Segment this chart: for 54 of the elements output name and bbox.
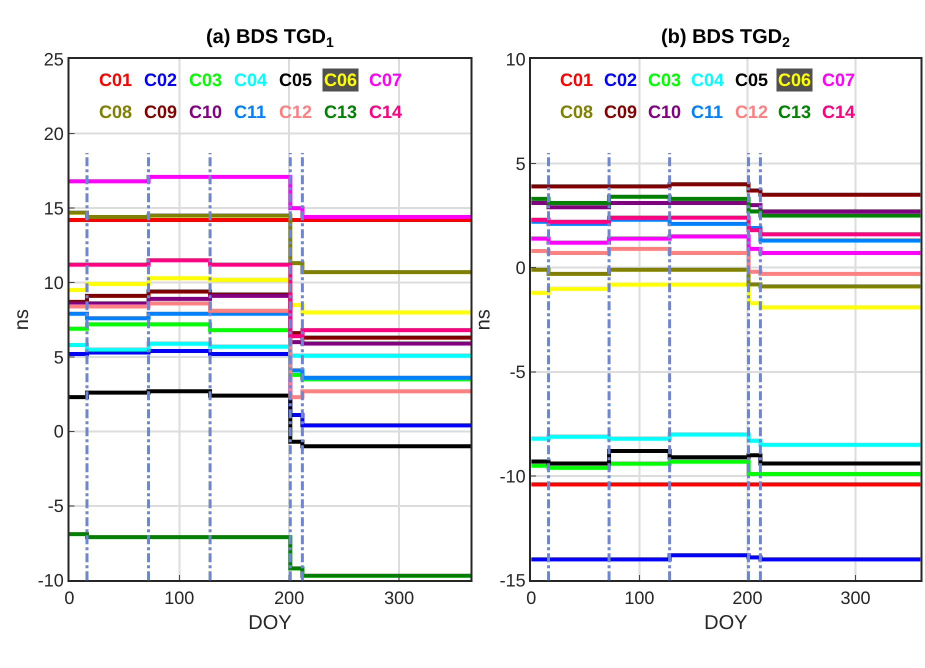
y-tick-label: 20 [44,124,64,144]
chart-title: (a) BDS TGD$_{1}$ [206,26,334,50]
text: C02 [144,70,178,90]
y-tick-label: 10 [44,272,64,293]
text: C09 [604,102,638,122]
x-tick-label: 300 [384,588,414,608]
text: C07 [369,70,402,90]
text: C13 [324,102,358,122]
y-tick-label: -15 [500,570,526,591]
text: C14 [369,102,402,122]
y-tick-label: 10 [506,50,526,70]
y-tick-label: -5 [510,362,526,382]
text: C14 [822,102,856,122]
text: C10 [189,102,222,122]
y-tick-label: 15 [44,198,64,218]
text: C04 [234,70,268,90]
y-tick-label: 0 [54,422,64,442]
y-axis-title: ns [472,309,495,330]
y-tick-label: 5 [516,154,526,174]
text: C08 [99,102,132,122]
text: C06 [778,70,812,90]
x-tick-label: 100 [164,588,194,608]
text: C02 [604,70,638,90]
text: C11 [234,102,266,122]
text: C01 [99,70,132,90]
x-tick-label: 200 [274,588,304,608]
y-tick-label: -10 [38,570,64,591]
y-tick-label: -5 [48,496,64,516]
y-tick-label: 25 [44,50,64,70]
x-tick-label: 100 [624,588,654,608]
y-axis-title: ns [10,309,33,330]
text: C03 [189,70,222,90]
chart-title: (b) BDS TGD$_{2}$ [661,26,790,50]
text: C09 [144,102,178,122]
text: C11 [691,102,724,122]
text: C13 [778,102,812,122]
y-tick-label: 0 [516,258,526,278]
text: C05 [735,70,768,90]
text: C10 [648,102,682,122]
text: C12 [735,102,768,122]
text: C12 [279,102,312,122]
text: C04 [691,70,724,90]
text: C07 [822,70,856,90]
x-tick-label: 200 [732,588,762,608]
y-tick-label: 5 [54,347,64,368]
text: C08 [560,102,594,122]
text: C01 [560,70,594,90]
x-axis-title: DOY [248,612,292,634]
x-axis-title: DOY [704,612,748,634]
text: C05 [279,70,312,90]
text: C03 [648,70,682,90]
x-tick-label: 300 [840,588,871,608]
y-tick-label: -10 [500,466,526,486]
text: C06 [324,70,358,90]
